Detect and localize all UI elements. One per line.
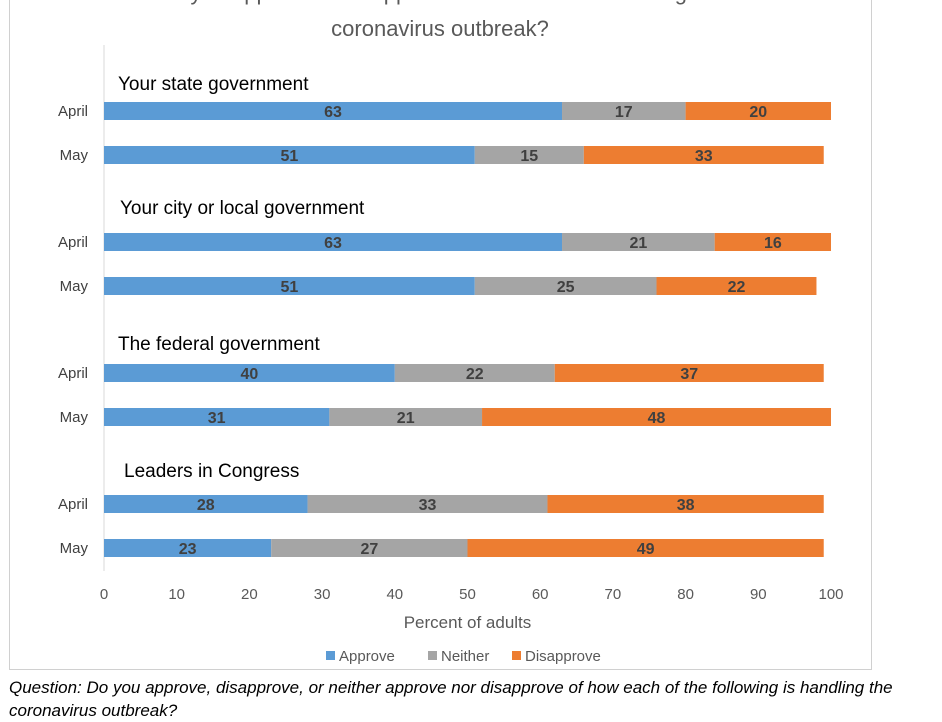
bar-data-label: 20 bbox=[749, 104, 767, 121]
bar-data-label: 23 bbox=[179, 541, 197, 558]
x-tick-label: 40 bbox=[386, 586, 403, 603]
x-axis-title: Percent of adults bbox=[404, 613, 532, 632]
legend-swatch-neither bbox=[428, 651, 437, 660]
group-label: Leaders in Congress bbox=[124, 461, 299, 482]
legend-label: Disapprove bbox=[525, 648, 601, 665]
row-label: April bbox=[58, 365, 88, 382]
row-label: May bbox=[60, 540, 89, 557]
bar-data-label: 63 bbox=[324, 235, 342, 252]
bar-segment-disapprove bbox=[714, 233, 831, 251]
bar-segment-approve bbox=[104, 102, 563, 120]
x-tick-label: 90 bbox=[750, 586, 767, 603]
bar-segment-neither bbox=[307, 495, 548, 513]
bar-segment-disapprove bbox=[656, 277, 817, 295]
bar-segment-approve bbox=[104, 277, 475, 295]
bar-segment-neither bbox=[271, 539, 468, 557]
bar-segment-neither bbox=[474, 277, 657, 295]
bar-data-label: 38 bbox=[677, 497, 695, 514]
bar-segment-disapprove bbox=[554, 364, 824, 382]
bar-data-label: 37 bbox=[680, 366, 698, 383]
bar-data-label: 15 bbox=[520, 148, 538, 165]
x-tick-label: 80 bbox=[677, 586, 694, 603]
bar-data-label: 17 bbox=[615, 104, 633, 121]
stacked-bar-chart: Do you approve or disapprove of how each… bbox=[58, 0, 844, 665]
bar-segment-disapprove bbox=[685, 102, 831, 120]
bar-data-label: 16 bbox=[764, 235, 782, 252]
bar-segment-approve bbox=[104, 495, 308, 513]
bar-data-label: 49 bbox=[637, 541, 655, 558]
legend-swatch-disapprove bbox=[512, 651, 521, 660]
bar-segment-neither bbox=[562, 102, 686, 120]
x-tick-label: 20 bbox=[241, 586, 258, 603]
bar-data-label: 22 bbox=[728, 279, 746, 296]
chart-title-line: Do you approve or disapprove of how each… bbox=[156, 0, 723, 5]
row-label: April bbox=[58, 103, 88, 120]
legend-label: Approve bbox=[339, 648, 395, 665]
bar-segment-disapprove bbox=[583, 146, 824, 164]
bar-data-label: 31 bbox=[208, 410, 226, 427]
chart-frame: Do you approve or disapprove of how each… bbox=[9, 0, 872, 670]
bar-data-label: 25 bbox=[557, 279, 575, 296]
bar-data-label: 40 bbox=[241, 366, 259, 383]
bar-data-label: 22 bbox=[466, 366, 484, 383]
bar-segment-approve bbox=[104, 539, 272, 557]
bar-segment-disapprove bbox=[482, 408, 831, 426]
bar-segment-approve bbox=[104, 408, 330, 426]
bar-data-label: 21 bbox=[397, 410, 415, 427]
bar-data-label: 51 bbox=[280, 148, 298, 165]
bar-segment-neither bbox=[394, 364, 555, 382]
bar-data-label: 27 bbox=[360, 541, 378, 558]
group-label: The federal government bbox=[118, 334, 320, 355]
bar-segment-approve bbox=[104, 146, 475, 164]
row-label: May bbox=[60, 147, 89, 164]
x-tick-label: 70 bbox=[605, 586, 622, 603]
legend-swatch-approve bbox=[326, 651, 335, 660]
bar-data-label: 51 bbox=[280, 279, 298, 296]
x-tick-label: 50 bbox=[459, 586, 476, 603]
row-label: May bbox=[60, 409, 89, 426]
bar-segment-neither bbox=[329, 408, 483, 426]
group-label: Your state government bbox=[118, 74, 309, 95]
bar-segment-neither bbox=[562, 233, 715, 251]
x-tick-label: 30 bbox=[314, 586, 331, 603]
bar-data-label: 48 bbox=[648, 410, 666, 427]
legend-label: Neither bbox=[441, 648, 489, 665]
x-tick-label: 60 bbox=[532, 586, 549, 603]
bar-data-label: 28 bbox=[197, 497, 215, 514]
question-footnote: Question: Do you approve, disapprove, or… bbox=[9, 678, 893, 720]
group-label: Your city or local government bbox=[120, 198, 365, 219]
bar-segment-approve bbox=[104, 233, 563, 251]
bar-data-label: 63 bbox=[324, 104, 342, 121]
bar-segment-disapprove bbox=[547, 495, 824, 513]
x-tick-label: 10 bbox=[168, 586, 185, 603]
row-label: April bbox=[58, 496, 88, 513]
bar-data-label: 33 bbox=[695, 148, 713, 165]
row-label: May bbox=[60, 278, 89, 295]
bar-segment-approve bbox=[104, 364, 395, 382]
row-label: April bbox=[58, 234, 88, 251]
x-tick-label: 0 bbox=[100, 586, 108, 603]
bar-data-label: 21 bbox=[629, 235, 647, 252]
bar-data-label: 33 bbox=[419, 497, 437, 514]
bar-segment-disapprove bbox=[467, 539, 824, 557]
chart-title-line: coronavirus outbreak? bbox=[331, 16, 549, 41]
x-tick-label: 100 bbox=[818, 586, 843, 603]
bar-segment-neither bbox=[474, 146, 584, 164]
